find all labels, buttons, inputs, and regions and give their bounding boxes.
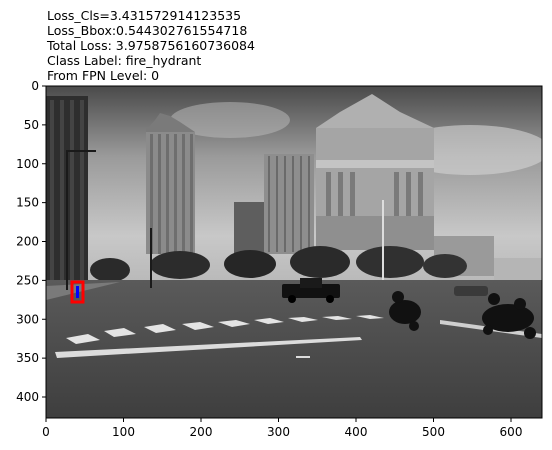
y-axis: 0 50 100 150 200 250 300 350 400 [16, 79, 46, 404]
y-tick-label: 350 [16, 351, 39, 365]
annotation-text-block: Loss_Cls=3.431572914123535 Loss_Bbox:0.5… [47, 8, 255, 83]
street-photo [46, 86, 542, 418]
y-tick-label: 300 [16, 312, 39, 326]
y-tick-label: 250 [16, 273, 39, 287]
detection-bbox-outer [70, 280, 85, 304]
x-tick-label: 0 [42, 425, 50, 439]
detection-bbox-inner [76, 286, 79, 298]
y-tick-label: 150 [16, 196, 39, 210]
axes-frame [45, 85, 543, 419]
class-label-text: Class Label: fire_hydrant [47, 53, 202, 68]
y-tick-label: 400 [16, 390, 39, 404]
y-tick-label: 100 [16, 157, 39, 171]
y-tick-label: 0 [31, 79, 39, 93]
fpn-level-text: From FPN Level: 0 [47, 68, 160, 83]
y-tick-label: 200 [16, 235, 39, 249]
x-tick-label: 400 [345, 425, 368, 439]
x-tick-label: 200 [190, 425, 213, 439]
x-tick-label: 500 [422, 425, 445, 439]
total-loss-text: Total Loss: 3.9758756160736084 [47, 38, 255, 53]
x-tick-label: 300 [267, 425, 290, 439]
y-tick-label: 50 [24, 118, 39, 132]
x-axis: 0 100 200 300 400 500 600 [42, 418, 522, 439]
loss-bbox-text: Loss_Bbox:0.544302761554718 [47, 23, 248, 38]
loss-cls-text: Loss_Cls=3.431572914123535 [47, 8, 242, 23]
x-tick-label: 100 [112, 425, 135, 439]
x-tick-label: 600 [500, 425, 523, 439]
